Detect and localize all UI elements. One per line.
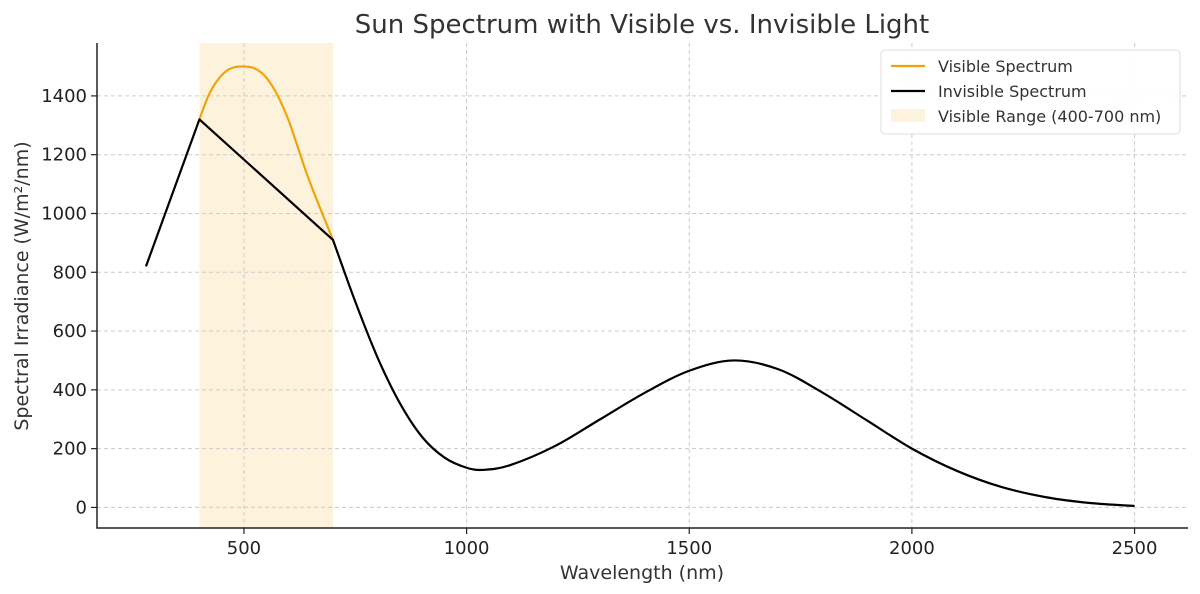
y-tick-label: 0 [76, 497, 87, 518]
x-tick-label: 1000 [444, 538, 490, 559]
x-tick-label: 1500 [666, 538, 712, 559]
y-tick-label: 1000 [41, 203, 87, 224]
x-axis-label: Wavelength (nm) [560, 562, 724, 584]
y-tick-label: 200 [53, 439, 87, 460]
x-tick-label: 2500 [1112, 538, 1158, 559]
legend-label-visible-spectrum: Visible Spectrum [938, 57, 1073, 76]
legend-box [880, 49, 1181, 135]
y-axis-label: Spectral Irradiance (W/m²/nm) [11, 141, 33, 430]
legend-label-invisible-spectrum: Invisible Spectrum [938, 82, 1087, 101]
x-tick-label: 500 [227, 538, 261, 559]
invisible-spectrum-line [144, 118, 1135, 508]
chart-title: Sun Spectrum with Visible vs. Invisible … [355, 10, 929, 40]
legend: Visible Spectrum Invisible Spectrum Visibl… [880, 49, 1181, 135]
legend-swatch-visible-range-400-700-nm [891, 109, 925, 122]
plot-area: 500 1000 1500 2000 2500 0 200 400 600 800 1000 1200… [41, 43, 1188, 559]
x-tick-label: 2000 [889, 538, 935, 559]
y-tick-label: 800 [53, 262, 87, 283]
visible-range-band [199, 43, 334, 528]
y-tick-label: 1400 [41, 86, 87, 107]
legend-label-visible-range-400-700-nm: Visible Range (400-700 nm) [938, 107, 1161, 126]
y-tick-label: 1200 [41, 145, 87, 166]
y-tick-label: 600 [53, 321, 87, 342]
visible-spectrum-line [198, 65, 335, 241]
axes [96, 43, 1188, 529]
y-tick-label: 400 [53, 380, 87, 401]
